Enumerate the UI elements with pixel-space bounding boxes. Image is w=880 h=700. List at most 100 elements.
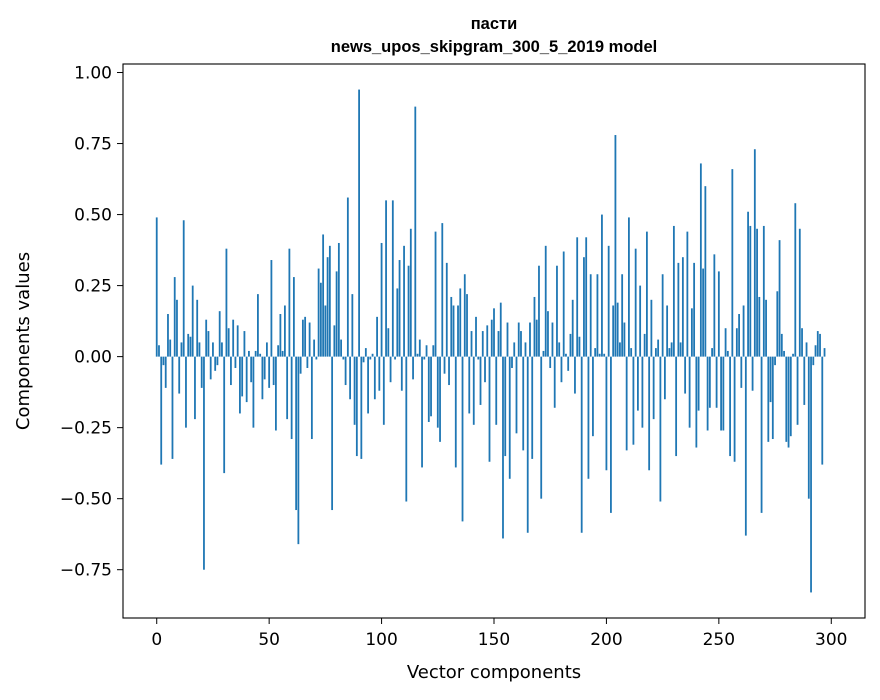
bar (731, 169, 734, 357)
bar (297, 356, 300, 545)
bar (416, 353, 419, 357)
bar (517, 322, 520, 357)
bar (191, 285, 194, 357)
bar (423, 356, 426, 360)
bar (612, 305, 615, 357)
bar (342, 356, 345, 360)
bar (239, 356, 241, 414)
bar (540, 356, 543, 499)
bar (405, 356, 408, 502)
x-tick-label: 300 (815, 630, 847, 650)
bar (313, 339, 316, 357)
bar (690, 308, 693, 357)
bar (598, 353, 601, 357)
bar (459, 288, 462, 357)
bar (558, 342, 561, 357)
bar (430, 356, 432, 417)
bar (216, 356, 219, 366)
bar (717, 271, 720, 357)
bar (286, 356, 289, 420)
bar (520, 331, 522, 357)
bar (337, 242, 340, 357)
bar (245, 356, 248, 403)
bar (715, 356, 718, 408)
bar (400, 356, 403, 391)
bar (466, 294, 468, 357)
y-tick-label: 0.50 (74, 206, 112, 226)
bar (488, 356, 491, 462)
bar (203, 356, 205, 570)
bar (248, 350, 250, 357)
bar (394, 356, 396, 360)
bar (767, 356, 770, 442)
y-tick-label: 0.25 (74, 277, 112, 297)
bar (747, 211, 749, 357)
bar (409, 228, 412, 357)
bar (553, 356, 556, 408)
bar (198, 342, 201, 357)
bar (785, 356, 788, 442)
bar (212, 342, 214, 357)
bar (816, 331, 819, 357)
bar (196, 299, 199, 357)
bar (753, 149, 756, 357)
bar (742, 305, 745, 357)
bar (814, 345, 817, 357)
bar (425, 345, 428, 357)
bar (389, 356, 392, 383)
bar (223, 356, 226, 474)
bar (607, 245, 610, 357)
bar (232, 319, 235, 357)
bar (569, 333, 572, 357)
bar (277, 345, 280, 357)
bar (335, 271, 338, 357)
bar (475, 316, 477, 357)
bar (173, 277, 176, 357)
bar (310, 356, 313, 440)
bar (283, 305, 286, 357)
bar (765, 299, 767, 357)
bar (178, 356, 181, 394)
bar (556, 265, 558, 357)
bar (681, 257, 684, 357)
bar (544, 245, 547, 357)
bar (484, 356, 486, 383)
bar (659, 356, 662, 502)
bar (371, 353, 374, 357)
bar (780, 333, 783, 357)
bar (549, 356, 552, 368)
y-tick-label: 1.00 (74, 64, 112, 84)
bar (360, 356, 363, 459)
bar (580, 356, 583, 533)
bar (227, 328, 230, 357)
bar (697, 356, 700, 411)
bar (812, 356, 815, 366)
bar (592, 356, 594, 437)
y-axis-label: Components values (13, 252, 34, 430)
bar (749, 225, 752, 357)
bar (362, 356, 365, 363)
x-axis-label: Vector components (407, 662, 581, 683)
bar (499, 302, 502, 357)
bar (355, 356, 358, 457)
bar (254, 350, 257, 357)
bar (726, 350, 729, 357)
bar (634, 248, 637, 357)
bar (481, 331, 484, 357)
bar (189, 336, 192, 357)
bar (758, 296, 761, 357)
bar (295, 356, 298, 511)
bar (630, 348, 633, 357)
bar (610, 356, 612, 513)
bar (508, 356, 511, 479)
bar (666, 305, 669, 357)
bar (663, 356, 666, 400)
bar (290, 356, 293, 440)
bar (331, 356, 334, 511)
bar (699, 163, 702, 357)
bar (461, 356, 464, 522)
bar (735, 328, 738, 357)
bar (688, 356, 691, 428)
bar (261, 356, 264, 400)
